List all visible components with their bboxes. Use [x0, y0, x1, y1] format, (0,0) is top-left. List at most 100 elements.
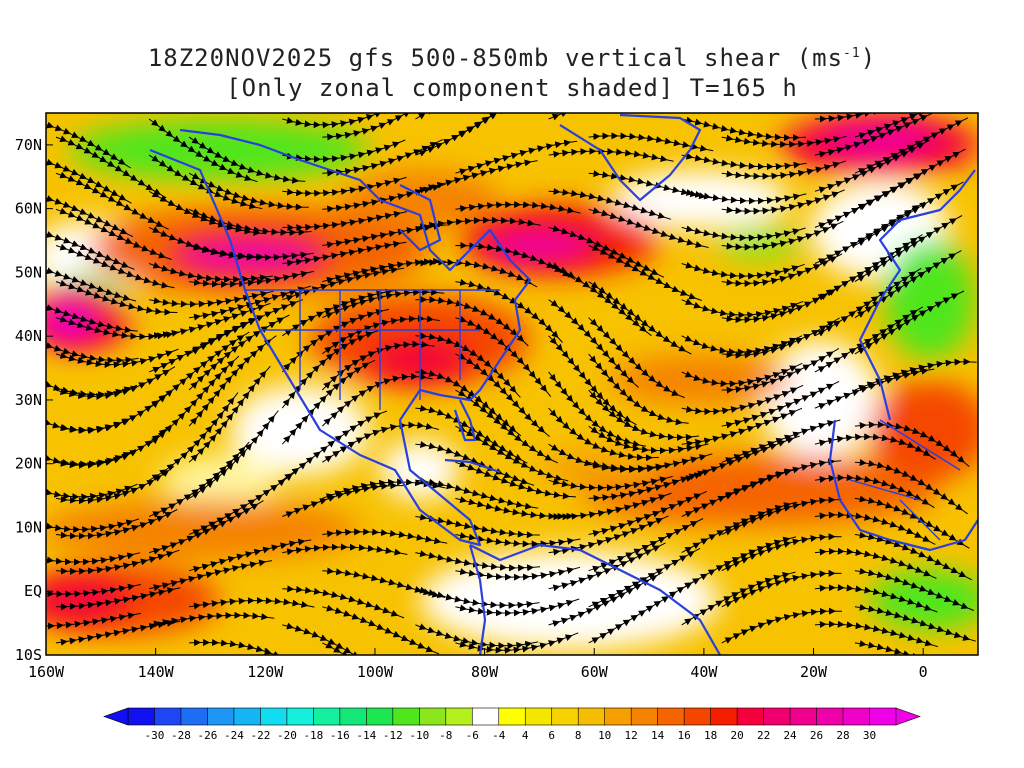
- map-title-line1: 18Z20NOV2025 gfs 500-850mb vertical shea…: [0, 44, 1024, 72]
- colorbar-label: 30: [863, 729, 876, 742]
- streamline: [415, 113, 503, 120]
- streamline: [588, 578, 698, 644]
- shade-calm-west-africa: [760, 340, 880, 460]
- shade-core-norwegian: [820, 125, 940, 155]
- streamline: [148, 559, 272, 591]
- lat-tick-label: 70N: [15, 136, 42, 154]
- colorbar-label: 10: [598, 729, 611, 742]
- lat-tick-label: 50N: [15, 263, 42, 281]
- shade-calm-caribbean: [380, 440, 460, 500]
- colorbar-label: 4: [522, 729, 529, 742]
- colorbar-swatch: [207, 707, 235, 726]
- longitude-axis: 160W 140W 120W 100W 80W 60W 40W 20W 0: [28, 648, 928, 681]
- colorbar-label: -24: [224, 729, 244, 742]
- streamline: [55, 619, 181, 646]
- streamline: [455, 201, 581, 214]
- colorbar-label: -30: [145, 729, 165, 742]
- coast-north-america: [149, 128, 532, 547]
- colorbar-label: -28: [171, 729, 191, 742]
- lat-tick-label: 10N: [15, 518, 42, 536]
- coast-hudson-bay: [399, 184, 442, 252]
- colorbar-label: -8: [439, 729, 452, 742]
- shade-light-east-pacific: [160, 455, 280, 505]
- colorbar-label: -18: [303, 729, 323, 742]
- colorbar-swatch: [524, 707, 553, 726]
- lat-tick-label: 20N: [15, 455, 42, 473]
- colorbar-high-arrow: [895, 707, 921, 726]
- title-unit-exponent: -1: [843, 46, 861, 61]
- shade-neg-north-atlantic: [720, 230, 800, 260]
- lon-tick-label: 120W: [247, 663, 284, 681]
- colorbar-swatch: [710, 707, 738, 726]
- us-borders: [245, 289, 500, 410]
- lon-tick-label: 40W: [690, 663, 718, 681]
- colorbar-swatch: [577, 707, 606, 726]
- colorbar-label: 6: [548, 729, 555, 742]
- streamline: [322, 139, 443, 177]
- colorbar-label: -6: [466, 729, 479, 742]
- shade-core-labrador: [480, 227, 600, 263]
- streamline: [854, 421, 970, 467]
- colorbar-swatch: [313, 707, 341, 726]
- colorbar-label: -16: [330, 729, 350, 742]
- streamline: [148, 500, 264, 555]
- latitude-axis: 70N 60N 50N 40N 30N 20N 10N EQ 10S: [15, 136, 53, 664]
- colorbar-label: -4: [492, 729, 506, 742]
- colorbar-swatch: [763, 707, 791, 726]
- streamline: [282, 482, 404, 518]
- colorbar-low-arrow: [103, 707, 129, 726]
- shade-neg-gulf-guinea: [870, 570, 978, 630]
- streamline: [55, 587, 181, 611]
- colorbar-swatch: [154, 707, 182, 726]
- coast-south-america: [468, 543, 721, 655]
- lat-tick-label: 30N: [15, 391, 42, 409]
- lon-tick-label: 160W: [28, 663, 65, 681]
- shade-core-equatorial: [46, 580, 130, 620]
- shade-neg-europe: [885, 240, 975, 360]
- africa-borders: [849, 419, 961, 541]
- plot-frame: [45, 112, 979, 656]
- lon-tick-label: 60W: [581, 663, 609, 681]
- shade-neg-arctic: [70, 120, 370, 180]
- map-title-line2: [Only zonal component shaded] T=165 h: [226, 74, 798, 102]
- title-prefix: 18Z20NOV2025 gfs 500-850mb vertical shea…: [147, 44, 844, 72]
- lon-tick-label: 80W: [471, 663, 499, 681]
- colorbar-label: 26: [810, 729, 823, 742]
- colorbar-swatch: [366, 707, 394, 726]
- colorbar-swatch: [127, 707, 156, 726]
- colorbar-label: 16: [678, 729, 691, 742]
- colorbar-swatch: [471, 707, 500, 726]
- colorbar-swatch: [286, 707, 314, 726]
- colorbar-label: 20: [730, 729, 743, 742]
- colorbar-swatch: [445, 707, 473, 726]
- colorbar-label: -20: [277, 729, 297, 742]
- colorbar-label: -10: [409, 729, 429, 742]
- colorbar-swatch: [683, 707, 712, 726]
- colorbar-swatch: [419, 707, 447, 726]
- streamline: [282, 410, 388, 481]
- colorbar-swatch: [736, 707, 765, 726]
- colorbar-label: 8: [575, 729, 582, 742]
- colorbar-label: -12: [383, 729, 403, 742]
- shade-core-pacific: [170, 235, 330, 275]
- lon-tick-label: 100W: [357, 663, 394, 681]
- streamline: [282, 240, 407, 267]
- colorbar-label: 22: [757, 729, 770, 742]
- colorbar-label: 12: [625, 729, 638, 742]
- colorbar-swatch: [498, 707, 526, 726]
- streamline: [854, 640, 972, 655]
- colorbar-swatch: [392, 707, 420, 726]
- streamline: [322, 528, 448, 545]
- coast-europe: [858, 169, 976, 421]
- colorbar-label: 24: [783, 729, 797, 742]
- colorbar-swatch: [233, 707, 262, 726]
- lat-tick-label: 60N: [15, 200, 42, 218]
- coast-florida: [453, 399, 477, 442]
- streamline: [189, 638, 305, 655]
- streamline: [681, 571, 796, 626]
- streamline: [322, 183, 446, 213]
- colorbar-label: 14: [651, 729, 665, 742]
- streamline: [814, 367, 935, 410]
- streamline: [189, 597, 315, 610]
